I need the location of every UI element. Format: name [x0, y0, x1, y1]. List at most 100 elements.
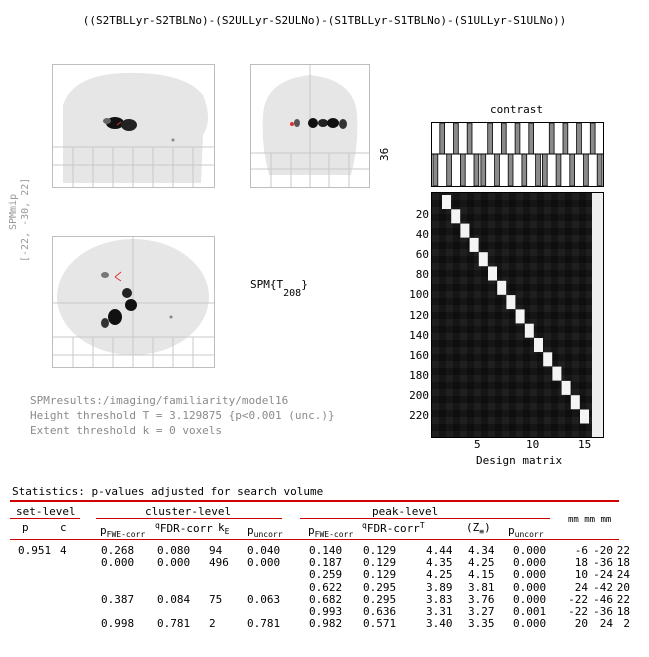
design-matrix-block	[497, 280, 507, 295]
contrast-bar	[555, 153, 562, 187]
stat-cell-mm2: -20	[593, 544, 613, 557]
col-peak-z-main: (Z	[466, 521, 480, 534]
contrast-bar	[583, 153, 589, 187]
col-cluster-qfdr: qFDR-corr	[155, 521, 213, 535]
col-peak-z-end: )	[484, 521, 491, 534]
stat-cell-p-qfdr: 0.129	[363, 544, 397, 557]
stat-cell-mm3: 18	[616, 556, 630, 570]
design-matrix-y-tick: 160	[409, 348, 429, 362]
design-matrix-x-tick: 5	[474, 438, 481, 451]
stat-cell-t: 4.44	[426, 544, 453, 557]
col-cluster-ke-main: k	[218, 521, 225, 534]
glass-brain-sagittal[interactable]	[52, 64, 215, 188]
contrast-bar	[542, 153, 548, 187]
contrast-bar	[439, 122, 446, 155]
col-peak-pfwe-main: p	[308, 524, 315, 537]
stat-cell-t: 3.89	[426, 580, 453, 594]
stats-header-rule	[10, 539, 619, 540]
stat-cell-p-qfdr: 0.636	[363, 605, 397, 618]
design-matrix-block	[534, 338, 543, 352]
col-peak-punc-sub: uncorr	[514, 530, 544, 539]
col-cluster-pfwe-main: p	[100, 524, 107, 537]
stat-cell-c-ke: 2	[209, 617, 216, 631]
stat-cell-p-pfwe: 0.622	[309, 580, 343, 594]
stat-cell-c-ke: 75	[209, 592, 223, 606]
activation-blobs-sagittal	[103, 117, 175, 142]
peak-level-rule	[300, 518, 550, 519]
design-matrix-y-tick: 60	[415, 248, 429, 262]
design-matrix-y-tick: 120	[409, 308, 429, 322]
col-peak-t: T	[419, 521, 425, 530]
set-level-rule	[10, 518, 80, 519]
contrast-axis-value: 36	[378, 147, 391, 161]
col-cluster-qfdr-sub: FDR-corr	[159, 522, 213, 535]
design-matrix-block	[442, 195, 451, 209]
contrast-bar	[446, 153, 452, 187]
col-peak-z: (Z≡)	[466, 521, 491, 536]
stat-cell-c-qfdr: 0.084	[157, 592, 191, 606]
stat-cell-mm2: -36	[593, 605, 613, 618]
stat-cell-p-punc: 0.000	[513, 568, 547, 582]
spm-t-label: SPM{T208}	[250, 278, 308, 299]
design-matrix-block	[506, 295, 516, 310]
stat-cell-set-c: 4	[60, 544, 67, 557]
col-cluster-pfwe-sub: FWE-corr	[106, 530, 146, 539]
col-mm-coords: mm mm mm	[568, 515, 612, 525]
stat-cell-p-pfwe: 0.993	[309, 605, 343, 618]
col-peak-qfdr-sub: FDR-corr	[366, 522, 420, 535]
stat-cell-z: 4.15	[468, 568, 495, 582]
stat-cell-mm3: 18	[616, 605, 630, 618]
design-matrix-block	[460, 223, 470, 238]
glass-brain-axial[interactable]	[52, 236, 215, 368]
stat-cell-p-pfwe: 0.187	[309, 556, 343, 570]
contrast-weights-plot[interactable]	[431, 122, 604, 187]
col-peak-qfdr-main: q	[362, 521, 367, 530]
contrast-bar	[507, 153, 514, 187]
col-set-p: p	[22, 521, 29, 534]
contrast-bar	[473, 153, 480, 187]
spm-mip-coords-text: [-22, -30, 22]	[20, 177, 31, 262]
design-matrix-x-tick: 15	[578, 438, 592, 451]
stat-cell-t: 3.83	[426, 592, 453, 606]
contrast-bar	[569, 153, 576, 187]
design-matrix-block	[552, 366, 562, 381]
col-cluster-punc-sub: uncorr	[253, 530, 283, 539]
stat-cell-mm1: -6	[574, 544, 588, 557]
stat-cell-mm1: -22	[568, 592, 588, 606]
contrast-bar	[576, 122, 582, 155]
stat-cell-p-punc: 0.000	[513, 617, 547, 631]
stat-cell-p-punc: 0.001	[513, 605, 547, 618]
design-matrix-block	[543, 352, 553, 367]
design-matrix-block	[469, 237, 479, 252]
glass-brain-coronal[interactable]	[250, 64, 370, 188]
contrast-weights-svg	[432, 122, 603, 187]
stat-cell-mm2: 24	[599, 617, 613, 631]
design-matrix-x-tick: 10	[526, 438, 540, 451]
coronal-view-svg	[251, 65, 369, 187]
contrast-bar	[501, 122, 507, 155]
stat-cell-c-pfwe: 0.998	[101, 617, 135, 631]
design-matrix-y-tick: 200	[409, 388, 429, 402]
stat-cell-c-qfdr: 0.781	[157, 617, 191, 631]
design-matrix-block	[451, 209, 461, 224]
design-matrix-y-tick: 220	[409, 409, 429, 422]
stat-cell-t: 3.40	[426, 617, 453, 631]
stat-cell-mm1: 24	[574, 580, 588, 594]
col-cluster-qfdr-main: q	[155, 521, 160, 530]
cluster-level-header: cluster-level	[145, 505, 232, 518]
stat-cell-mm1: 20	[574, 617, 588, 631]
contrast-bar	[432, 153, 439, 187]
contrast-bar	[521, 153, 528, 187]
contrast-bar	[596, 153, 603, 187]
stat-cell-mm1: 18	[574, 556, 588, 570]
design-matrix-label: Design matrix	[476, 454, 563, 467]
stat-cell-mm3: 24	[616, 568, 630, 582]
stat-cell-mm1: -22	[568, 605, 588, 618]
stat-cell-c-pfwe: 0.387	[101, 592, 135, 606]
stat-cell-mm2: -46	[593, 592, 613, 606]
design-matrix-y-tick: 40	[415, 228, 429, 242]
contrast-bar	[528, 122, 535, 155]
design-matrix[interactable]	[431, 192, 604, 438]
design-matrix-block	[580, 409, 589, 424]
stat-cell-p-qfdr: 0.295	[363, 580, 397, 594]
